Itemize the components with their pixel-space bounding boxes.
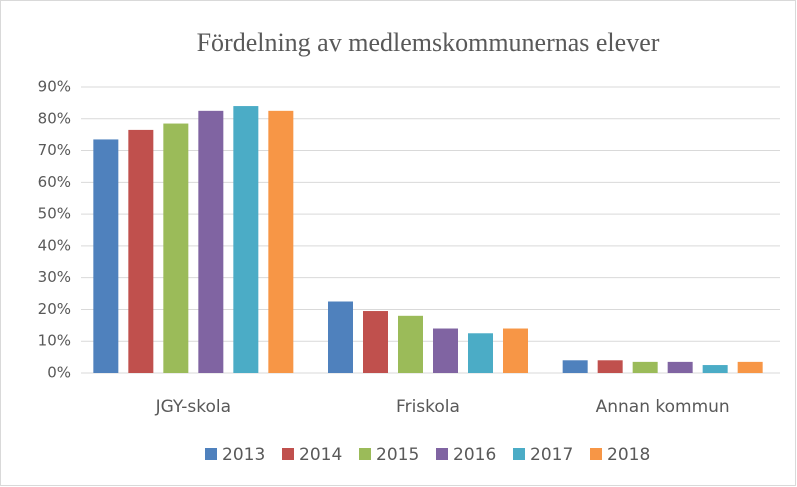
bar: [163, 123, 189, 374]
y-tick-label: 50%: [38, 205, 71, 223]
y-tick-label: 0%: [47, 364, 71, 382]
legend-label: 2013: [222, 445, 265, 465]
legend-label: 2018: [607, 445, 650, 465]
bar: [702, 365, 728, 373]
bar: [503, 328, 528, 373]
legend-swatch: [513, 448, 525, 460]
legend-swatch: [436, 448, 448, 460]
bar: [93, 139, 119, 373]
bar: [597, 360, 623, 373]
bar: [328, 301, 353, 373]
y-tick-label: 70%: [38, 141, 71, 159]
y-tick-label: 60%: [38, 173, 71, 191]
bar: [632, 361, 658, 373]
bar: [198, 110, 224, 373]
bar: [233, 106, 259, 374]
legend-label: 2017: [530, 445, 573, 465]
x-tick-label: JGY-skola: [155, 397, 231, 417]
legend-label: 2016: [453, 445, 496, 465]
bar: [737, 361, 763, 373]
legend-swatch: [282, 448, 294, 460]
y-tick-label: 80%: [38, 109, 71, 127]
y-tick-label: 40%: [38, 236, 71, 254]
y-tick-label: 20%: [38, 300, 71, 318]
y-tick-label: 10%: [38, 332, 71, 350]
x-tick-label: Annan kommun: [596, 397, 730, 417]
legend-swatch: [359, 448, 371, 460]
bar: [562, 360, 588, 373]
bar: [268, 110, 294, 373]
bar: [128, 129, 154, 373]
legend-swatch: [590, 448, 602, 460]
chart-title: Fördelning av medlemskommunernas elever: [197, 28, 660, 57]
x-tick-label: Friskola: [396, 397, 460, 417]
legend-label: 2015: [376, 445, 419, 465]
y-tick-label: 30%: [38, 268, 71, 286]
bar: [468, 333, 493, 373]
legend-label: 2014: [299, 445, 342, 465]
legend-swatch: [205, 448, 217, 460]
y-tick-label: 90%: [38, 78, 71, 96]
bar: [363, 311, 388, 373]
bar: [667, 361, 693, 373]
bar: [433, 328, 458, 373]
bar: [398, 315, 423, 373]
